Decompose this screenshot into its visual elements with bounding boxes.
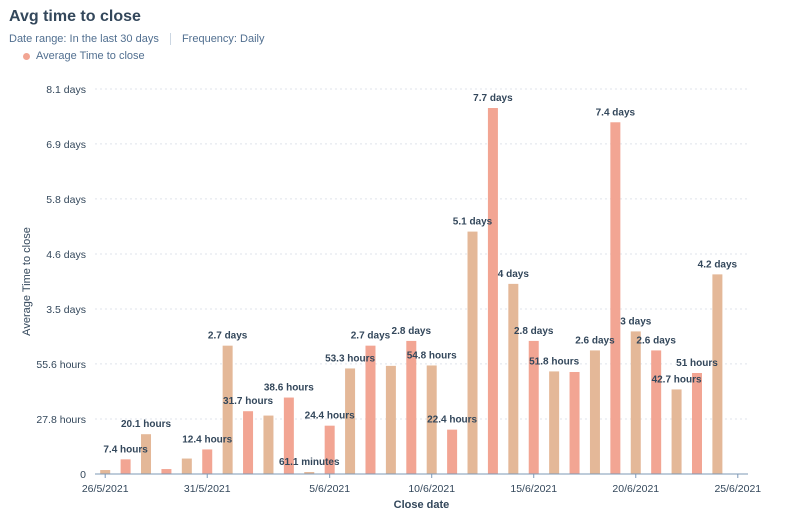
- y-tick-label: 5.8 days: [46, 194, 86, 206]
- data-label: 24.4 hours: [305, 411, 355, 422]
- filter-divider: [169, 33, 171, 46]
- data-label: 54.8 hours: [407, 350, 457, 361]
- bar[interactable]: [243, 411, 254, 474]
- legend-swatch: [23, 52, 30, 60]
- legend-label: Average Time to close: [36, 50, 145, 62]
- y-tick-label: 8.1 days: [46, 84, 86, 96]
- bar[interactable]: [283, 397, 294, 474]
- bar[interactable]: [100, 470, 111, 474]
- bar[interactable]: [324, 425, 335, 474]
- data-label: 7.4 days: [596, 107, 636, 118]
- bar[interactable]: [671, 389, 682, 474]
- bar[interactable]: [712, 274, 723, 474]
- data-label: 38.6 hours: [264, 383, 314, 394]
- bar[interactable]: [345, 368, 356, 474]
- x-tick-label: 31/5/2021: [184, 483, 231, 495]
- bar[interactable]: [141, 434, 152, 474]
- bar[interactable]: [161, 469, 172, 474]
- y-axis-title: Average Time to close: [21, 227, 33, 336]
- bar[interactable]: [549, 371, 560, 474]
- bar[interactable]: [630, 331, 641, 474]
- x-tick-label: 25/6/2021: [714, 483, 761, 495]
- data-label: 7.7 days: [473, 93, 513, 104]
- x-tick-label: 20/6/2021: [612, 483, 659, 495]
- chart-title: Avg time to close: [9, 8, 141, 25]
- bar[interactable]: [120, 459, 131, 474]
- data-label: 2.8 days: [392, 326, 432, 337]
- y-tick-label: 0: [80, 469, 86, 481]
- data-label: 12.4 hours: [182, 434, 232, 445]
- bar[interactable]: [426, 365, 437, 474]
- x-tick-label: 10/6/2021: [408, 483, 455, 495]
- y-tick-label: 55.6 hours: [36, 359, 86, 371]
- data-label: 51 hours: [676, 358, 718, 369]
- data-label: 2.6 days: [575, 335, 615, 346]
- data-label: 4 days: [498, 269, 530, 280]
- frequency-value[interactable]: Daily: [240, 33, 265, 45]
- x-tick-label: 5/6/2021: [309, 483, 350, 495]
- bar[interactable]: [304, 472, 315, 474]
- bar[interactable]: [467, 231, 478, 474]
- bar[interactable]: [202, 449, 213, 474]
- data-label: 3 days: [620, 316, 652, 327]
- data-label: 5.1 days: [453, 217, 493, 228]
- y-tick-label: 3.5 days: [46, 304, 86, 316]
- bar[interactable]: [610, 122, 621, 474]
- bar[interactable]: [385, 365, 396, 474]
- data-label: 7.4 hours: [103, 444, 148, 455]
- bar[interactable]: [222, 345, 233, 474]
- data-label: 2.7 days: [208, 331, 248, 342]
- data-label: 61.1 minutes: [279, 457, 340, 468]
- bar[interactable]: [365, 345, 376, 474]
- data-label: 4.2 days: [698, 259, 738, 270]
- bar[interactable]: [181, 458, 192, 474]
- date-range-label: Date range:: [9, 33, 67, 45]
- frequency-label: Frequency:: [181, 33, 237, 45]
- bar[interactable]: [651, 350, 662, 474]
- data-label: 53.3 hours: [325, 353, 375, 364]
- bar[interactable]: [508, 283, 519, 474]
- bar[interactable]: [691, 372, 702, 474]
- bar[interactable]: [406, 340, 417, 474]
- bar[interactable]: [263, 415, 274, 474]
- bar[interactable]: [528, 340, 539, 474]
- data-label: 42.7 hours: [652, 374, 702, 385]
- bar[interactable]: [589, 350, 600, 474]
- report-filters: Date range: In the last 30 days Frequenc…: [9, 33, 265, 46]
- bar[interactable]: [569, 372, 580, 474]
- bar[interactable]: [487, 108, 498, 475]
- data-label: 20.1 hours: [121, 419, 171, 430]
- x-tick-label: 15/6/2021: [510, 483, 557, 495]
- data-label: 2.8 days: [514, 326, 554, 337]
- x-axis-title: Close date: [394, 499, 450, 511]
- data-label: 2.7 days: [351, 331, 391, 342]
- data-label: 51.8 hours: [529, 356, 579, 367]
- data-label: 31.7 hours: [223, 396, 273, 407]
- bar[interactable]: [447, 429, 458, 474]
- y-tick-label: 27.8 hours: [36, 414, 86, 426]
- chart-legend[interactable]: Average Time to close: [23, 50, 145, 62]
- y-tick-label: 6.9 days: [46, 139, 86, 151]
- date-range-value[interactable]: In the last 30 days: [69, 33, 159, 45]
- x-tick-label: 26/5/2021: [82, 483, 129, 495]
- data-label: 2.6 days: [636, 335, 676, 346]
- y-tick-label: 4.6 days: [46, 249, 86, 261]
- data-label: 22.4 hours: [427, 415, 477, 426]
